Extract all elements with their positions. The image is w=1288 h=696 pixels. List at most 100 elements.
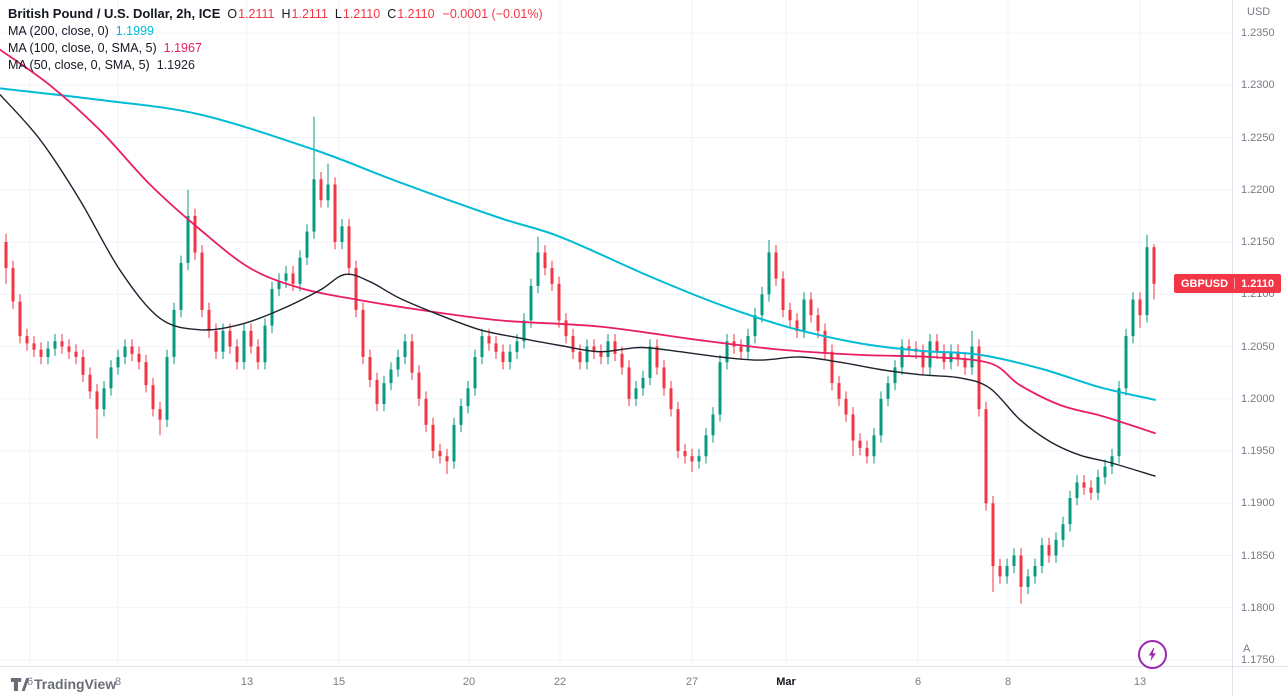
candle-down: [361, 309, 365, 357]
time-tick-label: 20: [462, 676, 476, 688]
ma50-line: [0, 94, 1156, 477]
candle-down: [60, 341, 64, 347]
candle-down: [683, 451, 687, 457]
candle-up: [1131, 299, 1135, 337]
price-badge: GBPUSD 1.2110: [1174, 274, 1282, 293]
price-tick-label: 1.2050: [1241, 341, 1275, 353]
symbol-legend-row[interactable]: British Pound / U.S. Dollar, 2h, ICE O 1…: [8, 5, 543, 22]
candle-up: [1040, 545, 1044, 566]
candle-down: [774, 252, 778, 279]
candle-up: [585, 346, 589, 363]
ma200-legend-row[interactable]: MA (200, close, 0) 1.1999: [8, 22, 154, 39]
candle-down: [95, 391, 99, 410]
ma200-value: 1.1999: [115, 23, 154, 38]
tradingview-logo[interactable]: TradingView: [10, 674, 116, 694]
close-label: C: [387, 6, 397, 21]
candle-down: [1019, 555, 1023, 587]
candle-down: [578, 351, 582, 363]
ma100-label: MA (100, close, 0, SMA, 5): [8, 40, 157, 55]
high-label: H: [281, 6, 291, 21]
candle-up: [382, 383, 386, 404]
ma100-legend-row[interactable]: MA (100, close, 0, SMA, 5) 1.1967: [8, 39, 202, 56]
candle-down: [963, 359, 967, 368]
candle-down: [956, 351, 960, 359]
candle-down: [823, 330, 827, 352]
candle-up: [459, 406, 463, 425]
candle-up: [102, 388, 106, 410]
candle-up: [116, 357, 120, 368]
candle-up: [305, 231, 309, 258]
symbol-title: British Pound / U.S. Dollar, 2h, ICE: [8, 6, 221, 21]
price-tick-label: 1.2150: [1241, 236, 1275, 248]
ma50-label: MA (50, close, 0, SMA, 5): [8, 57, 150, 72]
candle-down: [1152, 247, 1156, 284]
candle-down: [438, 451, 442, 457]
price-tick-label: 1.2000: [1241, 393, 1275, 405]
candle-down: [249, 330, 253, 347]
candle-down: [998, 566, 1002, 577]
candle-up: [1103, 466, 1107, 478]
candle-down: [669, 388, 673, 410]
candle-up: [697, 456, 701, 462]
candle-down: [130, 346, 134, 354]
flash-button[interactable]: [1138, 640, 1167, 669]
ma50-legend-row[interactable]: MA (50, close, 0, SMA, 5) 1.1926: [8, 56, 195, 73]
price-tick-label: 1.1900: [1241, 497, 1275, 509]
candle-down: [935, 341, 939, 352]
candle-down: [151, 385, 155, 410]
candle-down: [200, 252, 204, 310]
candle-up: [711, 414, 715, 436]
high-value: 1.2111: [291, 6, 328, 21]
candle-up: [515, 341, 519, 352]
candle-down: [830, 351, 834, 383]
candle-down: [816, 315, 820, 331]
candle-down: [739, 346, 743, 352]
candle-up: [326, 184, 330, 201]
time-axis-separator: [0, 666, 1288, 667]
candle-down: [11, 268, 15, 302]
candle-down: [809, 299, 813, 316]
axis-auto-label[interactable]: A: [1243, 643, 1251, 655]
open-label: O: [227, 6, 238, 21]
candle-up: [1012, 555, 1016, 566]
chart-canvas[interactable]: [0, 0, 1232, 666]
price-tick-label: 1.1850: [1241, 550, 1275, 562]
price-tick-label: 1.2350: [1241, 27, 1275, 39]
candle-down: [228, 330, 232, 347]
candle-down: [431, 424, 435, 451]
ma100-value: 1.1967: [163, 40, 202, 55]
candle-up: [718, 362, 722, 415]
time-axis[interactable]: 6 8 13 15 20 22 27 Mar 6 8 13: [0, 667, 1232, 696]
candle-down: [1138, 299, 1142, 316]
candle-up: [172, 309, 176, 357]
candle-up: [634, 388, 638, 399]
candle-up: [893, 367, 897, 384]
candle-down: [921, 351, 925, 368]
price-axis[interactable]: USD A 1.2350 1.2300 1.2250 1.2200 1.2150 1.21…: [1233, 0, 1288, 666]
tradingview-logo-icon: [10, 677, 29, 691]
candle-down: [137, 353, 141, 363]
candle-down: [67, 346, 71, 352]
candle-down: [592, 346, 596, 352]
time-tick-label: 8: [114, 676, 122, 688]
time-tick-label: 8: [1004, 676, 1012, 688]
candle-down: [354, 268, 358, 310]
candle-up: [536, 252, 540, 286]
candle-down: [655, 346, 659, 368]
candle-down: [81, 357, 85, 375]
candle-up: [109, 367, 113, 389]
candle-up: [1033, 566, 1037, 577]
candle-down: [984, 409, 988, 504]
candle-up: [473, 357, 477, 389]
time-tick-label: 13: [1133, 676, 1147, 688]
candle-down: [662, 367, 666, 389]
candle-down: [977, 346, 981, 410]
ma200-line: [0, 87, 1156, 401]
candle-down: [564, 320, 568, 337]
candle-up: [1005, 566, 1009, 577]
candle-down: [613, 341, 617, 354]
time-tick-label: 13: [240, 676, 254, 688]
candle-down: [795, 320, 799, 331]
candle-up: [648, 346, 652, 378]
